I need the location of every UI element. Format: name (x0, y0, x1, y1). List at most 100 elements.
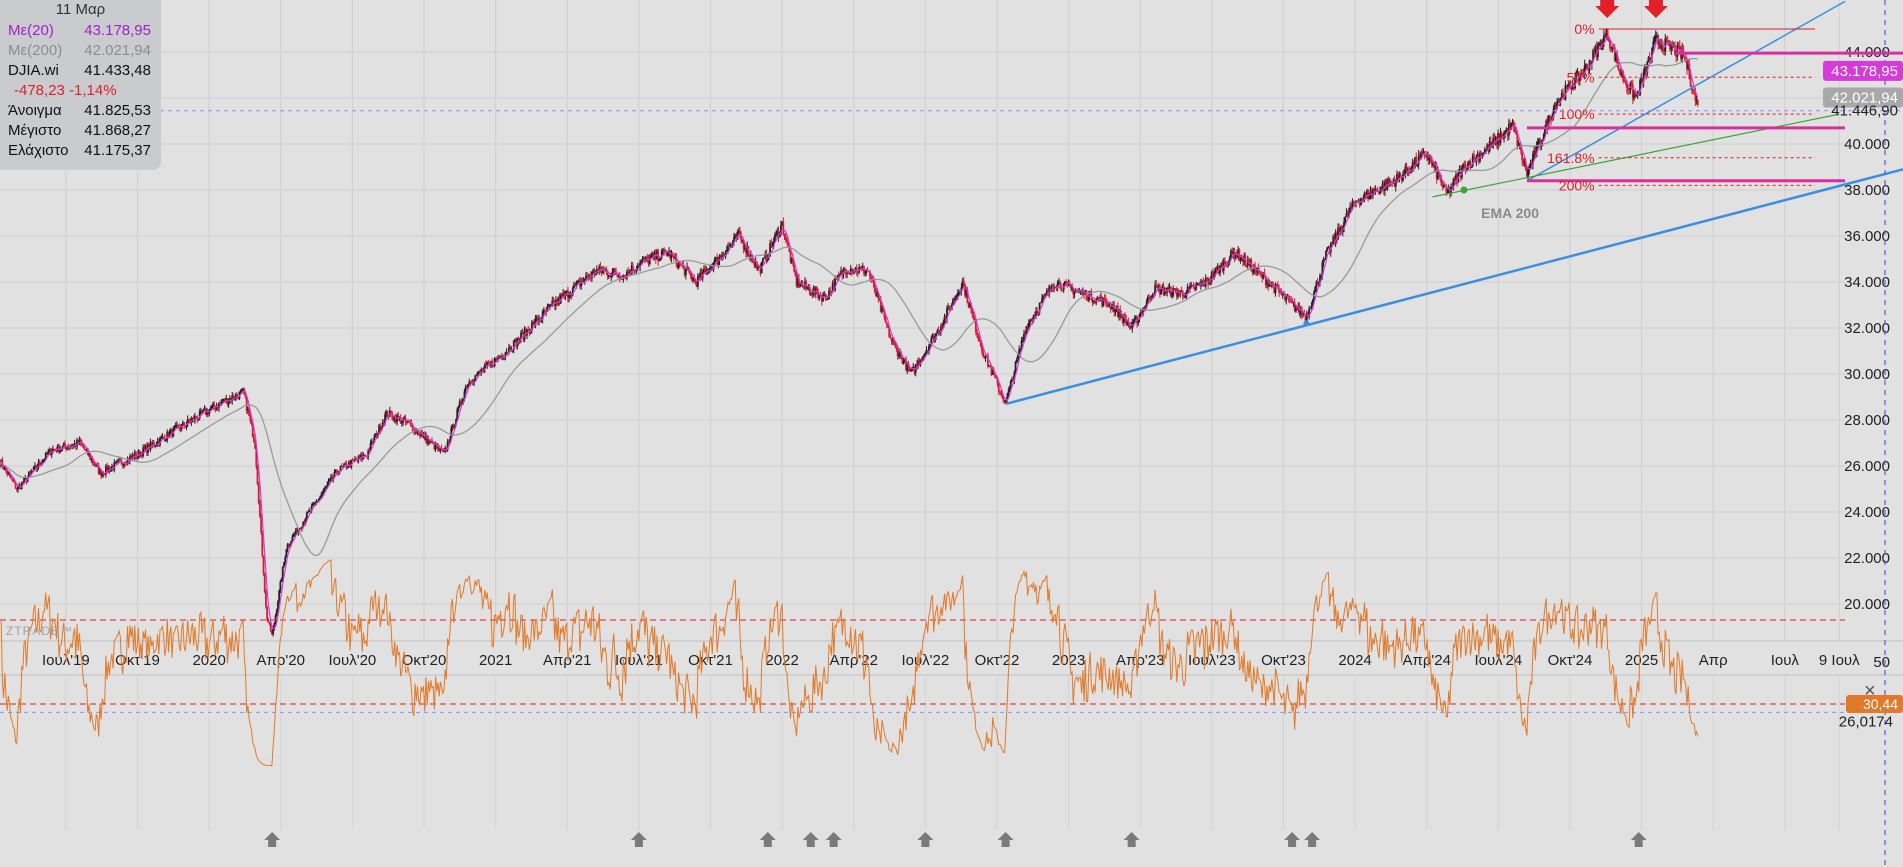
candle-body (1054, 286, 1057, 288)
candle-body (1030, 320, 1033, 322)
candle-body (400, 422, 403, 424)
candle-body (1005, 399, 1007, 403)
candle-body (755, 261, 758, 269)
candle-body (1008, 385, 1011, 392)
candle-body (441, 449, 444, 452)
candle-body (357, 455, 360, 461)
candle-body (1576, 71, 1579, 73)
candle-body (236, 394, 238, 397)
candle-body (1345, 213, 1348, 217)
ohlc-change: -478,23 -1,14% (14, 82, 117, 99)
fib-level-label: 0% (1574, 21, 1594, 37)
candle-body (944, 316, 947, 320)
candle-body (831, 283, 834, 293)
candle-body (972, 313, 975, 319)
candle-body (758, 267, 761, 269)
trend-touch-point (1303, 320, 1310, 327)
fib-level-label: 161.8% (1547, 150, 1594, 166)
candle-body (354, 459, 356, 461)
candle-body (1011, 379, 1013, 382)
candle-body (652, 253, 655, 257)
candle-body (351, 459, 354, 461)
candle-body (894, 342, 897, 345)
candle-body (676, 263, 679, 268)
candle-body (1494, 136, 1497, 141)
candle-body (1615, 53, 1617, 62)
candle-body (795, 275, 798, 286)
candle-body (367, 450, 370, 457)
candle-body (978, 339, 981, 342)
candle-body (1516, 132, 1519, 146)
candle-body (682, 265, 685, 267)
candle-body (1013, 372, 1016, 381)
candle-body (658, 259, 661, 262)
candle-body (902, 360, 905, 364)
candle-body (1339, 228, 1342, 232)
candle-body (818, 295, 821, 299)
candle-body (468, 381, 471, 385)
candle-body (1417, 155, 1420, 165)
candle-body (936, 330, 939, 333)
candle-body (1565, 85, 1568, 87)
candle-body (583, 279, 586, 282)
candle-body (1613, 47, 1616, 62)
candle-body (186, 419, 189, 425)
candle-body (1684, 56, 1687, 60)
candle-body (915, 364, 918, 366)
candle-body (43, 459, 46, 461)
candle-body (201, 410, 204, 413)
candle-body (1313, 292, 1315, 301)
candle-body (935, 332, 938, 337)
candle-body (696, 276, 699, 287)
candle-body (854, 267, 857, 271)
candle-body (1086, 300, 1089, 302)
candle-body (536, 318, 539, 323)
candle-body (552, 300, 555, 303)
candle-body (931, 336, 934, 339)
candle-body (1414, 157, 1416, 168)
candle-body (336, 470, 338, 474)
candle-body (1642, 71, 1645, 83)
candle-body (630, 265, 633, 275)
close-rsi-panel-button[interactable]: × (1864, 680, 1876, 702)
ohlc-row-ma20: Με(20) 43.178,95 (8, 22, 151, 42)
candle-body (1301, 309, 1303, 315)
candle-body (1126, 322, 1129, 325)
candle-body (1165, 291, 1167, 293)
candle-body (1574, 77, 1576, 89)
candle-body (1193, 285, 1196, 290)
candle-body (1073, 291, 1076, 295)
candle-body (1483, 149, 1486, 153)
candle-body (928, 346, 930, 353)
candle-body (1201, 281, 1203, 284)
candle-body (174, 425, 177, 428)
candle-body (843, 268, 846, 270)
candle-body (1032, 315, 1035, 321)
candle-body (1505, 128, 1508, 132)
candle-body (131, 455, 134, 458)
candle-body (499, 355, 502, 358)
candle-body (1264, 276, 1267, 286)
candle-body (1260, 271, 1262, 274)
candle-body (948, 306, 951, 308)
candle-body (695, 281, 698, 287)
candle-body (65, 446, 68, 450)
candle-body (1545, 120, 1548, 127)
y-tick-label: 24.000 (1844, 504, 1890, 521)
candle-body (1211, 272, 1214, 279)
candle-body (1187, 286, 1190, 289)
candle-body (896, 347, 899, 356)
candle-body (807, 287, 810, 289)
candle-body (1646, 62, 1649, 75)
candle-body (727, 246, 729, 251)
candle-body (625, 271, 628, 279)
buy-arrow-icon (630, 832, 647, 847)
candle-body (846, 272, 848, 274)
candle-body (461, 401, 463, 405)
candle-body (97, 465, 100, 474)
candle-body (1216, 267, 1219, 269)
candle-body (477, 371, 480, 373)
candle-body (968, 304, 971, 307)
candle-body (242, 388, 244, 390)
